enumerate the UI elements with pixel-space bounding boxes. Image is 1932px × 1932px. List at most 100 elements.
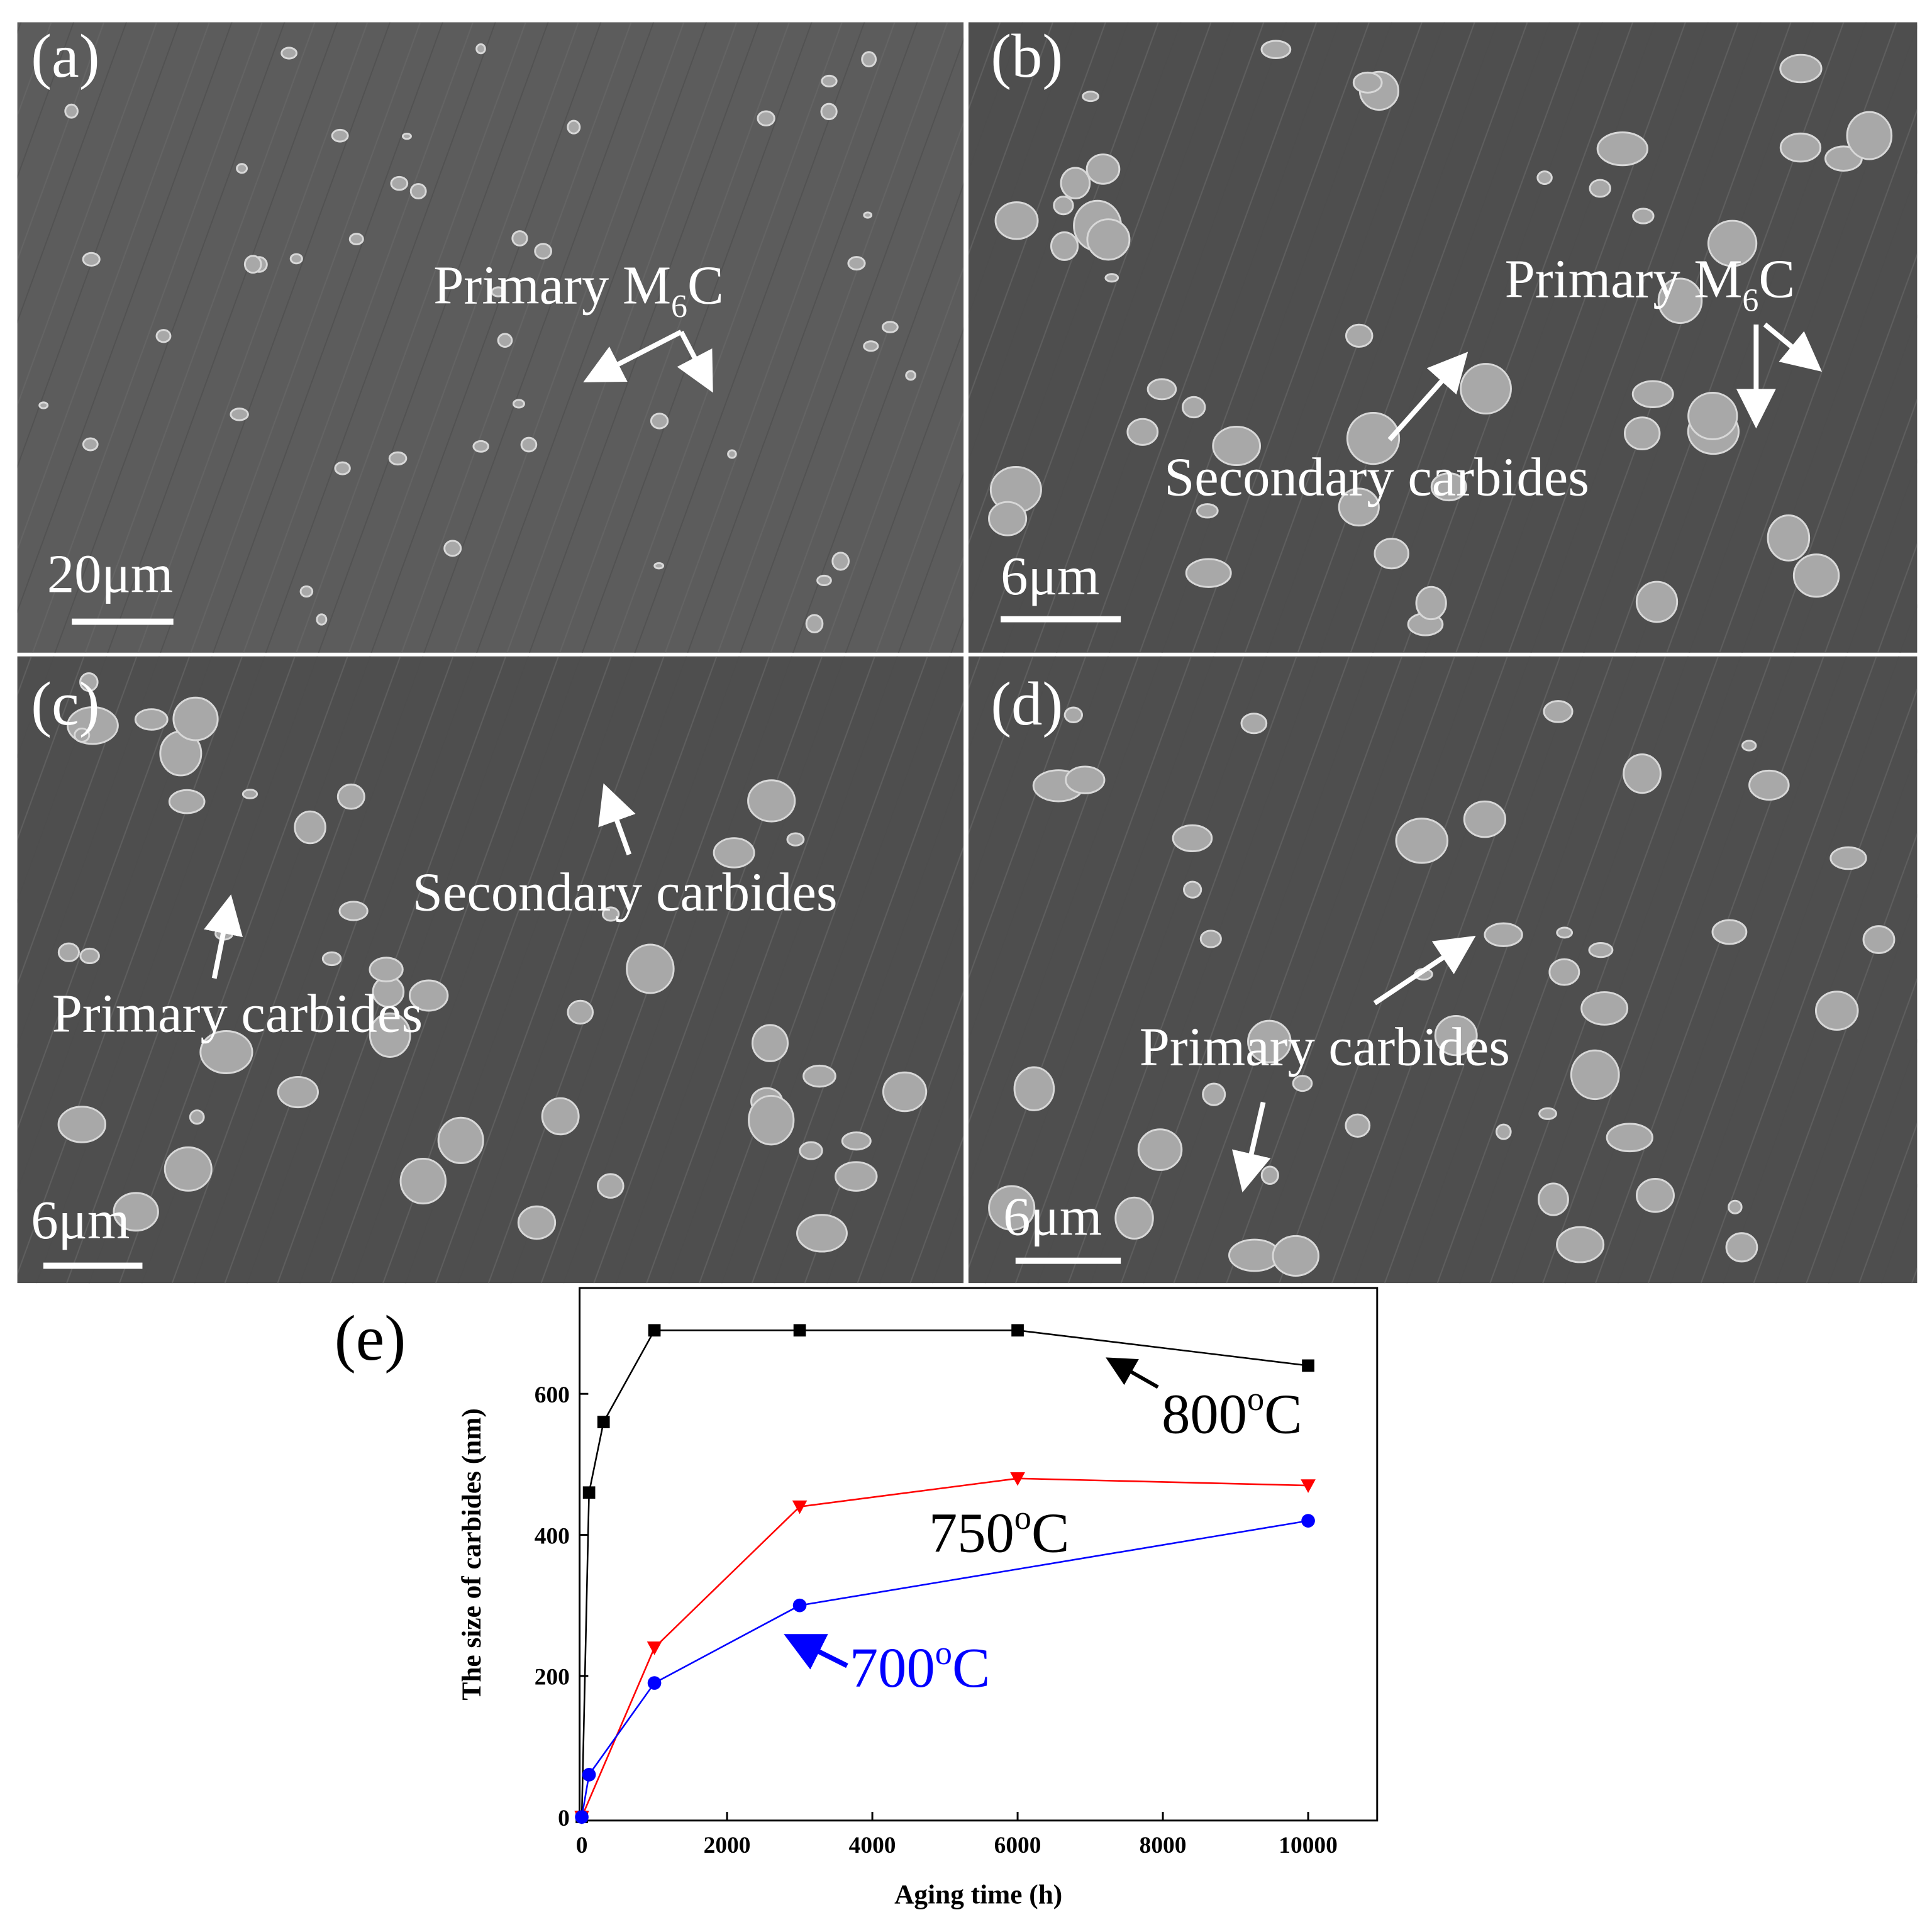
micrograph <box>17 656 964 1284</box>
particle <box>511 230 528 247</box>
particle <box>626 943 675 994</box>
series-annotation: 800oC <box>1162 1380 1302 1445</box>
particle <box>1292 1075 1313 1092</box>
particle <box>786 832 805 847</box>
particle <box>82 437 99 452</box>
particle <box>57 942 80 962</box>
particle <box>727 449 737 459</box>
y-tick-label: 200 <box>535 1665 570 1690</box>
particle <box>1202 1082 1226 1106</box>
particle <box>64 103 79 119</box>
particle <box>541 1097 580 1136</box>
marker <box>597 1416 610 1428</box>
scale-bar-label: 6μm <box>1003 1186 1102 1246</box>
particle <box>799 1141 823 1160</box>
annotation-sub: 6 <box>1742 282 1758 318</box>
annotation-main: Primary M <box>1505 249 1743 309</box>
annotation-main: Primary carbides <box>1140 1017 1510 1077</box>
particle <box>1085 153 1121 185</box>
particle <box>748 1094 795 1146</box>
particle <box>1829 846 1867 870</box>
particle <box>1185 558 1232 588</box>
marker <box>582 1768 596 1782</box>
particle <box>497 333 513 348</box>
particle <box>1632 208 1655 225</box>
marker <box>793 1324 806 1337</box>
particle <box>1346 411 1401 465</box>
annotation-main: Primary M <box>433 255 671 315</box>
particle <box>1196 503 1219 519</box>
scale-bar-label: 20μm <box>47 543 173 604</box>
particle <box>321 951 342 967</box>
micrograph <box>968 656 1918 1284</box>
x-tick-label: 4000 <box>849 1833 896 1858</box>
annotation: Primary M6C <box>1505 249 1796 319</box>
x-axis-label: Aging time (h) <box>894 1880 1062 1910</box>
particle <box>401 133 412 140</box>
micrograph-texture <box>17 656 964 1284</box>
particle <box>299 585 314 598</box>
particle <box>369 957 404 982</box>
particle <box>1635 1178 1675 1213</box>
particle <box>1050 231 1079 261</box>
particle <box>1430 472 1467 502</box>
particle <box>1767 514 1811 562</box>
particle <box>1137 1128 1183 1171</box>
y-tick-label: 600 <box>535 1382 570 1408</box>
series-annotation-tail: C <box>952 1636 990 1699</box>
arrow <box>1763 322 1823 372</box>
particle <box>863 340 879 352</box>
particle <box>409 183 427 200</box>
micrograph-texture <box>17 22 964 653</box>
particle <box>567 119 581 135</box>
marker <box>647 1641 662 1655</box>
micrograph <box>17 22 964 653</box>
annotation: Secondary carbides <box>1164 447 1589 508</box>
particle <box>821 74 838 88</box>
particle <box>1345 1113 1371 1138</box>
particle <box>882 1071 928 1113</box>
particle <box>57 1106 107 1143</box>
particle <box>650 413 669 430</box>
y-axis-label: The size of carbides (nm) <box>457 1408 487 1700</box>
marker <box>1301 1514 1315 1528</box>
panel-label: (e) <box>335 1303 406 1374</box>
particle <box>1260 1165 1279 1185</box>
particle <box>1212 425 1262 467</box>
plot-frame <box>579 1287 1379 1822</box>
series-annotation-main: 700 <box>850 1636 935 1699</box>
particle <box>280 47 298 60</box>
particle <box>816 574 832 587</box>
particle <box>1707 219 1758 267</box>
particle <box>1687 392 1738 440</box>
particle <box>512 399 525 409</box>
particle <box>155 329 172 343</box>
particle <box>1556 1226 1605 1263</box>
marker <box>1010 1472 1025 1486</box>
particle <box>601 906 620 922</box>
particle <box>1338 487 1380 527</box>
arrow <box>1373 935 1476 1006</box>
particle <box>1374 538 1409 570</box>
particle <box>1748 769 1790 801</box>
particle <box>408 979 449 1012</box>
particle <box>1086 218 1131 261</box>
panel-label: (c) <box>31 670 99 738</box>
particle <box>1548 958 1580 986</box>
particle <box>802 1064 836 1088</box>
particle <box>1556 926 1574 939</box>
particle <box>534 243 552 260</box>
scale-bar-label: 6μm <box>1001 546 1099 606</box>
marker <box>792 1500 808 1514</box>
particle <box>134 708 169 731</box>
particle <box>841 1131 872 1151</box>
particle <box>1063 706 1084 724</box>
annotation: Secondary carbides <box>413 862 838 922</box>
annotation: Primary carbides <box>52 983 423 1043</box>
x-tick-label: 6000 <box>994 1833 1041 1858</box>
particle <box>988 501 1028 536</box>
particle <box>831 552 850 571</box>
arrow <box>677 330 713 393</box>
particle <box>1060 167 1091 199</box>
